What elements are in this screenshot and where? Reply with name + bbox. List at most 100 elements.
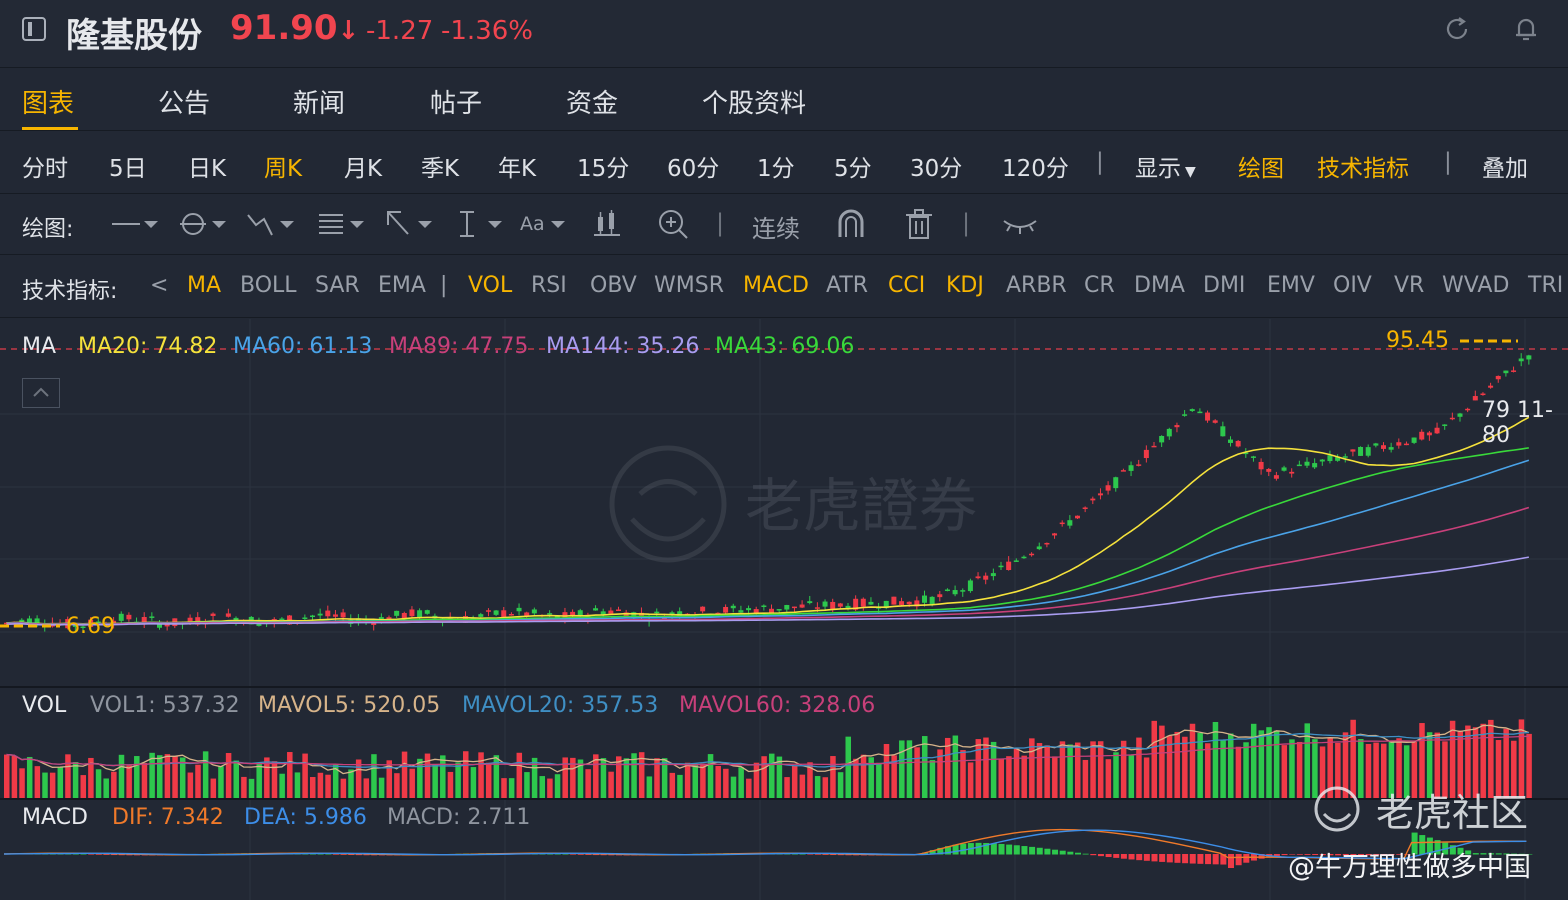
volume-bar — [126, 765, 132, 799]
indicator-dma[interactable]: DMA — [1134, 273, 1185, 298]
prev-arrow-icon[interactable]: < — [150, 273, 169, 298]
indicator-ma[interactable]: MA — [187, 273, 222, 298]
text-tool-label[interactable]: Aa — [520, 213, 545, 235]
candle-body — [1166, 428, 1172, 437]
indicator-arbr[interactable]: ARBR — [1006, 273, 1067, 298]
volume-bar — [960, 750, 966, 799]
volume-ma-line — [6, 735, 1529, 767]
indicator-dmi[interactable]: DMI — [1203, 273, 1246, 298]
volume-bar — [661, 758, 668, 799]
period-120min[interactable]: 120分 — [1002, 156, 1069, 182]
indicator-cr[interactable]: CR — [1084, 273, 1115, 298]
ma144-legend: MA144: 35.26 — [546, 334, 700, 359]
volume-bar — [1044, 745, 1050, 799]
indicator-wvad[interactable]: WVAD — [1442, 273, 1510, 298]
fib-tool-icon[interactable] — [316, 207, 368, 241]
overlay-button[interactable]: 叠加 — [1482, 156, 1528, 182]
indicator-wmsr[interactable]: WMSR — [654, 273, 724, 298]
tab-chart[interactable]: 图表 — [22, 89, 75, 119]
indicator-obv[interactable]: OBV — [590, 273, 637, 298]
period-monthly[interactable]: 月K — [344, 156, 383, 182]
tab-news[interactable]: 新闻 — [293, 89, 346, 119]
indicator-kdj[interactable]: KDJ — [946, 273, 984, 298]
volume-bar — [271, 761, 278, 799]
stock-price: 91.90↓ — [230, 8, 359, 48]
candle-body — [1013, 560, 1019, 562]
eye-closed-icon[interactable] — [1000, 207, 1040, 241]
tab-announcements[interactable]: 公告 — [158, 89, 211, 119]
arrow-tool-icon[interactable] — [384, 207, 436, 241]
indicator-oiv[interactable]: OIV — [1333, 273, 1372, 298]
continuous-toggle[interactable]: 连续 — [752, 215, 800, 243]
indicator-rsi[interactable]: RSI — [531, 273, 567, 298]
tab-profile[interactable]: 个股资料 — [702, 89, 807, 119]
volume-bar — [562, 757, 568, 799]
macd-bar — [1388, 854, 1395, 855]
tab-funds[interactable]: 资金 — [566, 89, 619, 119]
circle-tool-icon[interactable] — [178, 207, 230, 241]
indicator-cci[interactable]: CCI — [888, 273, 926, 298]
line-tool-icon[interactable] — [110, 207, 162, 241]
period-quarterly[interactable]: 季K — [421, 156, 460, 182]
volume-bar — [692, 763, 698, 799]
indicator-tri[interactable]: TRI — [1528, 273, 1564, 298]
period-weekly[interactable]: 周K — [264, 156, 303, 182]
volume-bar — [210, 778, 217, 799]
candle-body — [1197, 411, 1203, 414]
magnet-icon[interactable] — [834, 207, 868, 241]
indicator-vr[interactable]: VR — [1394, 273, 1425, 298]
volume-bar — [547, 778, 553, 799]
indicator-emv[interactable]: EMV — [1267, 273, 1315, 298]
candle-body — [700, 606, 706, 612]
period-5min[interactable]: 5分 — [834, 156, 872, 182]
candle-body — [922, 595, 927, 603]
wave-tool-icon[interactable] — [246, 207, 298, 241]
period-yearly[interactable]: 年K — [498, 156, 537, 182]
volume-bar — [1518, 719, 1525, 799]
zoom-in-icon[interactable] — [656, 207, 690, 241]
indicator-atr[interactable]: ATR — [826, 273, 869, 298]
vertical-line-tool-icon[interactable] — [454, 207, 506, 241]
volume-bar — [1136, 737, 1142, 799]
sidebar-toggle-icon[interactable] — [22, 17, 46, 41]
period-daily[interactable]: 日K — [188, 156, 227, 182]
indicator-sar[interactable]: SAR — [315, 273, 360, 298]
volume-bar — [1388, 741, 1395, 799]
volume-bar — [1097, 741, 1104, 799]
indicator-ema[interactable]: EMA — [378, 273, 426, 298]
candle-body — [508, 613, 514, 616]
ma-line — [6, 416, 1530, 625]
main-tabs: 图表 公告 新闻 帖子 资金 个股资料 — [0, 69, 1568, 131]
candle-body — [1159, 435, 1165, 443]
kline-chart[interactable]: 老虎證券 — [0, 319, 1568, 900]
period-5day[interactable]: 5日 — [109, 156, 147, 182]
candle-body — [616, 609, 621, 612]
display-dropdown[interactable]: 显示 ▼ — [1135, 149, 1196, 183]
indicator-boll[interactable]: BOLL — [240, 273, 297, 298]
indicator-macd[interactable]: MACD — [743, 273, 809, 298]
refresh-icon[interactable] — [1442, 14, 1472, 44]
volume-bar — [478, 752, 484, 799]
chevron-down-icon[interactable] — [548, 207, 570, 241]
tech-indicator-button[interactable]: 技术指标 — [1317, 156, 1409, 182]
macd-bar — [975, 842, 982, 855]
stock-header: 隆基股份 91.90↓ -1.27 -1.36% — [0, 0, 1568, 68]
candlestick-icon[interactable] — [590, 207, 624, 241]
trash-icon[interactable] — [902, 207, 936, 241]
macd-bar — [1319, 854, 1326, 856]
macd-bar — [983, 843, 990, 855]
draw-button[interactable]: 绘图 — [1238, 156, 1284, 182]
tab-posts[interactable]: 帖子 — [430, 89, 483, 119]
period-15min[interactable]: 15分 — [577, 156, 630, 182]
period-30min[interactable]: 30分 — [910, 156, 963, 182]
period-60min[interactable]: 60分 — [667, 156, 720, 182]
indicator-vol[interactable]: VOL — [468, 273, 513, 298]
collapse-button[interactable] — [22, 378, 60, 408]
dea-legend: DEA: 5.986 — [244, 805, 367, 830]
bell-icon[interactable] — [1511, 14, 1541, 44]
vol-title: VOL — [22, 693, 67, 718]
period-intraday[interactable]: 分时 — [22, 156, 68, 182]
candle-body — [1097, 493, 1103, 496]
period-1min[interactable]: 1分 — [757, 156, 795, 182]
volume-bar — [1067, 744, 1073, 799]
